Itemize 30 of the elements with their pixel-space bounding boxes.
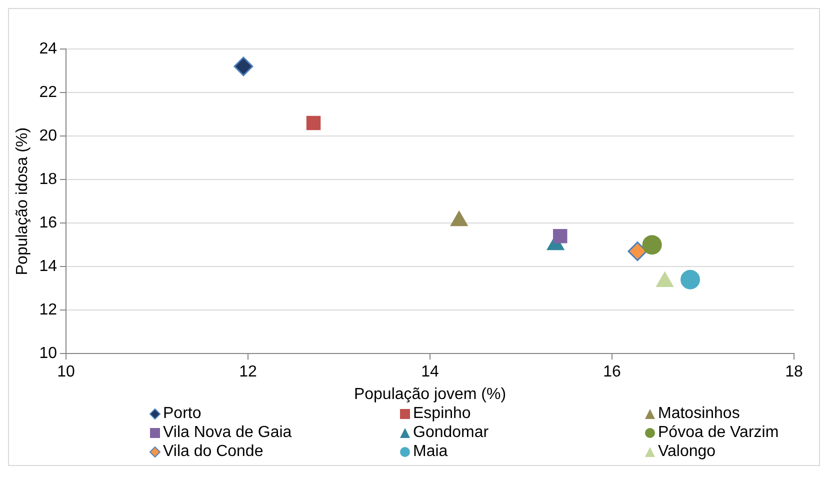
legend-label: Espinho xyxy=(413,404,471,423)
y-tick-label: 24 xyxy=(39,40,58,58)
x-tick-label: 14 xyxy=(421,364,439,381)
y-tick-label: 20 xyxy=(39,127,58,144)
legend-label: Maia xyxy=(413,442,448,461)
legend-label: Vila do Conde xyxy=(163,442,264,461)
x-tick-label: 10 xyxy=(57,364,75,381)
point xyxy=(642,235,662,255)
legend-label: Matosinhos xyxy=(658,404,740,423)
x-tick-label: 12 xyxy=(239,364,257,381)
legend-label: Porto xyxy=(163,404,202,423)
point xyxy=(306,116,321,130)
x-tick-label: 18 xyxy=(785,364,803,381)
point xyxy=(680,270,700,290)
y-tick-label: 10 xyxy=(39,345,58,362)
y-tick-label: 22 xyxy=(39,84,58,101)
x-tick-label: 16 xyxy=(603,364,621,381)
point xyxy=(628,242,648,262)
legend-label: Valongo xyxy=(658,442,716,461)
y-tick-label: 14 xyxy=(39,258,58,275)
legend-label: Vila Nova de Gaia xyxy=(163,423,292,442)
y-tick-label: 16 xyxy=(39,214,58,232)
y-tick-label: 12 xyxy=(39,301,58,318)
y-tick-label: 18 xyxy=(39,170,58,188)
legend-label: Póvoa de Varzim xyxy=(658,423,779,442)
y-axis-title: População idosa (%) xyxy=(14,127,32,276)
legend-label: Gondomar xyxy=(413,423,489,442)
point xyxy=(553,229,568,244)
point xyxy=(234,56,254,76)
x-axis-title: População jovem (%) xyxy=(354,386,506,403)
